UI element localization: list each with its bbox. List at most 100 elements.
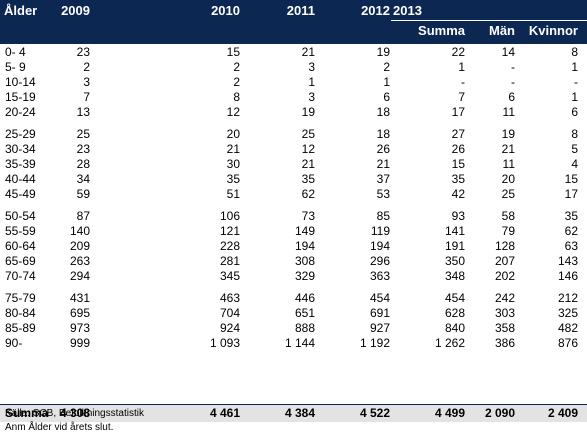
cell-2012: 53	[376, 187, 390, 201]
cell-2011: 25	[301, 127, 315, 141]
cell-2012: 21	[376, 157, 390, 171]
cell-2013-kvinnor: 17	[564, 187, 578, 201]
cell-2013-man: 358	[494, 321, 515, 335]
year-header-2009: 2009	[61, 3, 90, 18]
cell-2013-summa: 840	[444, 321, 465, 335]
cell-2013-man: 202	[494, 269, 515, 283]
cell-2012: 454	[369, 291, 390, 305]
cell-2012: 18	[376, 127, 390, 141]
cell-2013-man: 128	[494, 239, 515, 253]
age-group-label: 0- 4	[5, 45, 26, 59]
table-row: 30-34 23 21 12 26 26 21 5	[0, 142, 587, 157]
table-row: 65-69 263 281 308 296 350 207 143	[0, 254, 587, 269]
cell-2013-kvinnor: 63	[564, 239, 578, 253]
table-row: 15-19 7 8 3 6 7 6 1	[0, 90, 587, 105]
summary-divider	[0, 404, 587, 405]
cell-2011: 19	[301, 105, 315, 119]
summary-cell-2010: 4 461	[209, 406, 240, 420]
cell-2010: 2	[233, 60, 240, 74]
cell-2013-summa: 17	[451, 105, 465, 119]
age-group-label: 55-59	[5, 224, 36, 238]
cell-2010: 1 093	[209, 336, 240, 350]
cell-2013-kvinnor: 482	[557, 321, 578, 335]
table-row: 45-49 59 51 62 53 42 25 17	[0, 187, 587, 202]
table-row: 20-24 13 12 19 18 17 11 6	[0, 105, 587, 120]
cell-2010: 2	[233, 75, 240, 89]
cell-2013-kvinnor: -	[574, 75, 578, 89]
cell-2010: 12	[226, 105, 240, 119]
table-header: Ålder 2009 2010 2011 2012 2013 Summa Män…	[0, 0, 587, 44]
cell-2013-kvinnor: 1	[571, 90, 578, 104]
table-row: 80-84 695 704 651 691 628 303 325	[0, 306, 587, 321]
cell-2013-summa: 1 262	[434, 336, 465, 350]
cell-2010: 30	[226, 157, 240, 171]
cell-2011: 329	[294, 269, 315, 283]
cell-2013-summa: 35	[451, 172, 465, 186]
header-divider	[391, 20, 587, 21]
cell-2010: 20	[226, 127, 240, 141]
cell-2013-kvinnor: 325	[557, 306, 578, 320]
cell-2009: 209	[69, 239, 90, 253]
cell-2012: 6	[383, 90, 390, 104]
summary-cell-2009: 4 308	[59, 406, 90, 420]
age-group-label: 50-54	[5, 209, 36, 223]
cell-2011: 308	[294, 254, 315, 268]
cell-2013-kvinnor: 15	[564, 172, 578, 186]
table-row: 60-64 209 228 194 194 191 128 63	[0, 239, 587, 254]
cell-2009: 87	[76, 209, 90, 223]
cell-2013-summa: 26	[451, 142, 465, 156]
cell-2013-kvinnor: 5	[571, 142, 578, 156]
age-group-label: 40-44	[5, 172, 36, 186]
cell-2013-summa: 93	[451, 209, 465, 223]
table-row: 35-39 28 30 21 21 15 11 4	[0, 157, 587, 172]
cell-2013-man: 25	[501, 187, 515, 201]
cell-2009: 13	[76, 105, 90, 119]
table-row: 0- 4 23 15 21 19 22 14 8	[0, 45, 587, 60]
age-group-label: 45-49	[5, 187, 36, 201]
cell-2012: 1 192	[359, 336, 390, 350]
cell-2011: 21	[301, 157, 315, 171]
summary-label: Summa	[5, 406, 49, 420]
cell-2013-summa: 27	[451, 127, 465, 141]
year-header-2010: 2010	[211, 3, 240, 18]
table-row: 10-14 3 2 1 1 - - -	[0, 75, 587, 90]
cell-2013-man: -	[511, 60, 515, 74]
cell-2012: 691	[369, 306, 390, 320]
table-row: 90- 999 1 093 1 144 1 192 1 262 386 876	[0, 336, 587, 351]
cell-2013-kvinnor: 8	[571, 45, 578, 59]
cell-2013-man: 79	[501, 224, 515, 238]
cell-2009: 973	[69, 321, 90, 335]
cell-2013-kvinnor: 8	[571, 127, 578, 141]
table-row: 25-29 25 20 25 18 27 19 8	[0, 127, 587, 142]
sub-header-man: Män	[489, 23, 515, 38]
cell-2011: 149	[294, 224, 315, 238]
cell-2013-summa: 42	[451, 187, 465, 201]
cell-2013-man: 20	[501, 172, 515, 186]
cell-2009: 34	[76, 172, 90, 186]
age-group-label: 65-69	[5, 254, 36, 268]
cell-2010: 35	[226, 172, 240, 186]
cell-2010: 121	[219, 224, 240, 238]
cell-2013-man: 386	[494, 336, 515, 350]
cell-2012: 26	[376, 142, 390, 156]
cell-2013-man: 11	[502, 105, 515, 119]
summary-row: Summa 4 308 4 461 4 384 4 522 4 499 2 09…	[0, 405, 587, 422]
table-row: 50-54 87 106 73 85 93 58 35	[0, 209, 587, 224]
year-header-2012: 2012	[361, 3, 390, 18]
cell-2013-summa: 348	[444, 269, 465, 283]
cell-2013-man: 242	[494, 291, 515, 305]
cell-2013-kvinnor: 1	[571, 60, 578, 74]
cell-2009: 23	[76, 142, 90, 156]
cell-2011: 21	[301, 45, 315, 59]
cell-2010: 51	[226, 187, 240, 201]
cell-2010: 463	[219, 291, 240, 305]
cell-2010: 228	[219, 239, 240, 253]
cell-2011: 3	[308, 60, 315, 74]
cell-2009: 59	[76, 187, 90, 201]
table-row: 55-59 140 121 149 119 141 79 62	[0, 224, 587, 239]
cell-2012: 296	[369, 254, 390, 268]
cell-2013-man: 6	[508, 90, 515, 104]
summary-cell-2013-kvinnor: 2 409	[547, 406, 578, 420]
age-group-label: 85-89	[5, 321, 36, 335]
cell-2012: 85	[376, 209, 390, 223]
